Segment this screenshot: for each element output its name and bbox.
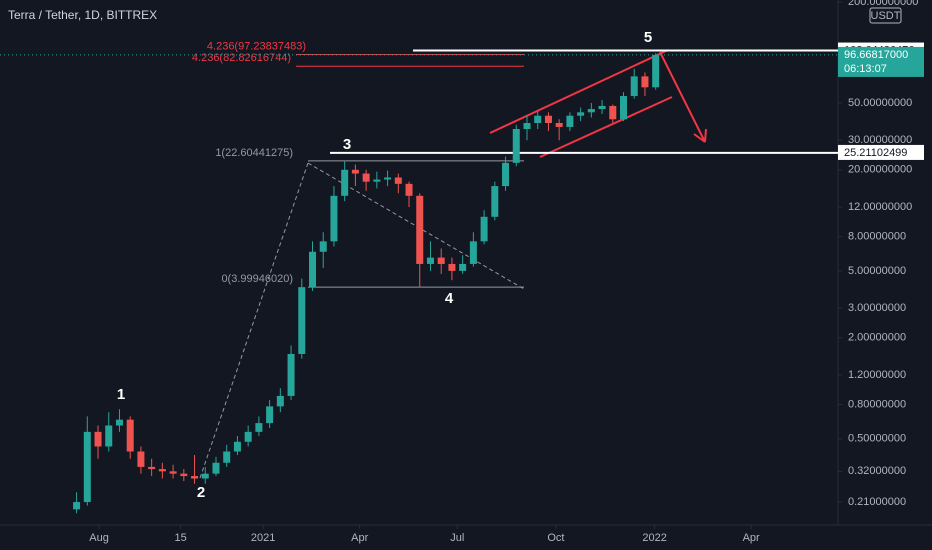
candle-body bbox=[362, 173, 370, 182]
candle-body bbox=[158, 469, 166, 472]
candle-body bbox=[544, 115, 552, 124]
candle-body bbox=[298, 287, 306, 354]
last-price-label: 96.66817000 bbox=[844, 49, 908, 61]
y-tick-label: 20.00000000 bbox=[848, 164, 912, 176]
candle-body bbox=[469, 241, 477, 264]
y-tick-label: 2.00000000 bbox=[848, 332, 906, 344]
countdown: 06:13:07 bbox=[844, 63, 887, 75]
candle-body bbox=[73, 502, 81, 510]
y-tick-label: 0.80000000 bbox=[848, 398, 906, 410]
candle-body bbox=[437, 257, 445, 264]
y-tick-label: 1.20000000 bbox=[848, 369, 906, 381]
candle-body bbox=[330, 195, 338, 242]
candle-body bbox=[126, 419, 134, 452]
candle-body bbox=[255, 423, 263, 432]
y-tick-label: 0.50000000 bbox=[848, 433, 906, 445]
candle-body bbox=[630, 76, 638, 97]
chart-title: Terra / Tether, 1D, BITTREX bbox=[8, 8, 157, 22]
candle-body bbox=[555, 123, 563, 127]
candle-body bbox=[502, 162, 510, 187]
candle-body bbox=[405, 183, 413, 196]
x-tick-label: Oct bbox=[547, 532, 564, 544]
x-tick-label: Apr bbox=[743, 532, 760, 544]
channel-line bbox=[539, 96, 673, 158]
candle-body bbox=[212, 462, 220, 474]
candle-body bbox=[416, 195, 424, 264]
channel-line bbox=[489, 49, 669, 134]
wave-label: 4 bbox=[445, 290, 454, 307]
fib-label: 4.236(82.82616744) bbox=[192, 52, 291, 64]
y-tick-label: 200.00000000 bbox=[848, 0, 918, 8]
candle-body bbox=[566, 115, 574, 127]
candle-body bbox=[652, 54, 660, 88]
candle-body bbox=[94, 431, 102, 447]
price-label: 25.21102499 bbox=[844, 147, 907, 159]
y-tick-label: 0.21000000 bbox=[848, 496, 906, 508]
candle-body bbox=[244, 431, 252, 442]
x-tick-label: 2022 bbox=[642, 532, 666, 544]
candle-body bbox=[620, 96, 628, 120]
candle-body bbox=[384, 177, 392, 180]
candle-body bbox=[587, 109, 595, 113]
candle-body bbox=[480, 216, 488, 242]
candle-body bbox=[201, 473, 209, 479]
wave-label: 5 bbox=[644, 29, 652, 46]
candle-body bbox=[191, 476, 199, 479]
fib-label: 4.236(97.23837483) bbox=[207, 40, 306, 52]
candle-body bbox=[577, 112, 585, 116]
candle-body bbox=[137, 451, 145, 467]
candle-body bbox=[319, 241, 327, 252]
wave-label: 2 bbox=[197, 484, 205, 501]
x-tick-label: 15 bbox=[174, 532, 186, 544]
candle-body bbox=[287, 353, 295, 396]
candle-body bbox=[115, 419, 123, 426]
fib-label: 1(22.60441275) bbox=[215, 147, 293, 159]
wave-label: 1 bbox=[117, 386, 125, 403]
candle-body bbox=[105, 425, 113, 447]
candle-body bbox=[169, 471, 177, 474]
candle-body bbox=[523, 123, 531, 130]
candle-body bbox=[641, 76, 649, 88]
fib-label: 0(3.99946020) bbox=[221, 273, 293, 285]
candle-body bbox=[459, 263, 467, 271]
candle-body bbox=[598, 105, 606, 110]
y-tick-label: 3.00000000 bbox=[848, 302, 906, 314]
candle-body bbox=[491, 186, 499, 217]
x-tick-label: Apr bbox=[351, 532, 368, 544]
y-tick-label: 50.00000000 bbox=[848, 97, 912, 109]
candle-body bbox=[512, 129, 520, 163]
candle-body bbox=[309, 251, 317, 288]
price-label-box bbox=[838, 144, 924, 160]
candle-body bbox=[83, 431, 91, 503]
candle-body bbox=[609, 105, 617, 120]
candle-body bbox=[351, 169, 359, 174]
candle-body bbox=[180, 473, 188, 477]
candle-body bbox=[233, 441, 241, 452]
wave-label: 3 bbox=[343, 136, 351, 153]
candle-body bbox=[266, 406, 274, 424]
x-tick-label: Aug bbox=[89, 532, 109, 544]
y-tick-label: 30.00000000 bbox=[848, 134, 912, 146]
candle-body bbox=[426, 257, 434, 264]
x-tick-label: Jul bbox=[450, 532, 464, 544]
candle-body bbox=[448, 263, 456, 271]
candle-body bbox=[534, 115, 542, 124]
x-tick-label: 2021 bbox=[251, 532, 275, 544]
candle-body bbox=[276, 395, 284, 407]
last-price-box bbox=[838, 46, 924, 77]
y-tick-label: 8.00000000 bbox=[848, 231, 906, 243]
candle-body bbox=[373, 179, 381, 182]
candle-body bbox=[394, 177, 402, 184]
arrow bbox=[659, 51, 707, 143]
currency: USDT bbox=[871, 10, 901, 22]
candle-body bbox=[223, 451, 231, 463]
y-tick-label: 0.32000000 bbox=[848, 465, 906, 477]
candle-body bbox=[341, 169, 349, 196]
candle-body bbox=[148, 466, 156, 470]
y-tick-label: 5.00000000 bbox=[848, 265, 906, 277]
currency-box bbox=[869, 7, 902, 24]
y-tick-label: 12.00000000 bbox=[848, 201, 912, 213]
